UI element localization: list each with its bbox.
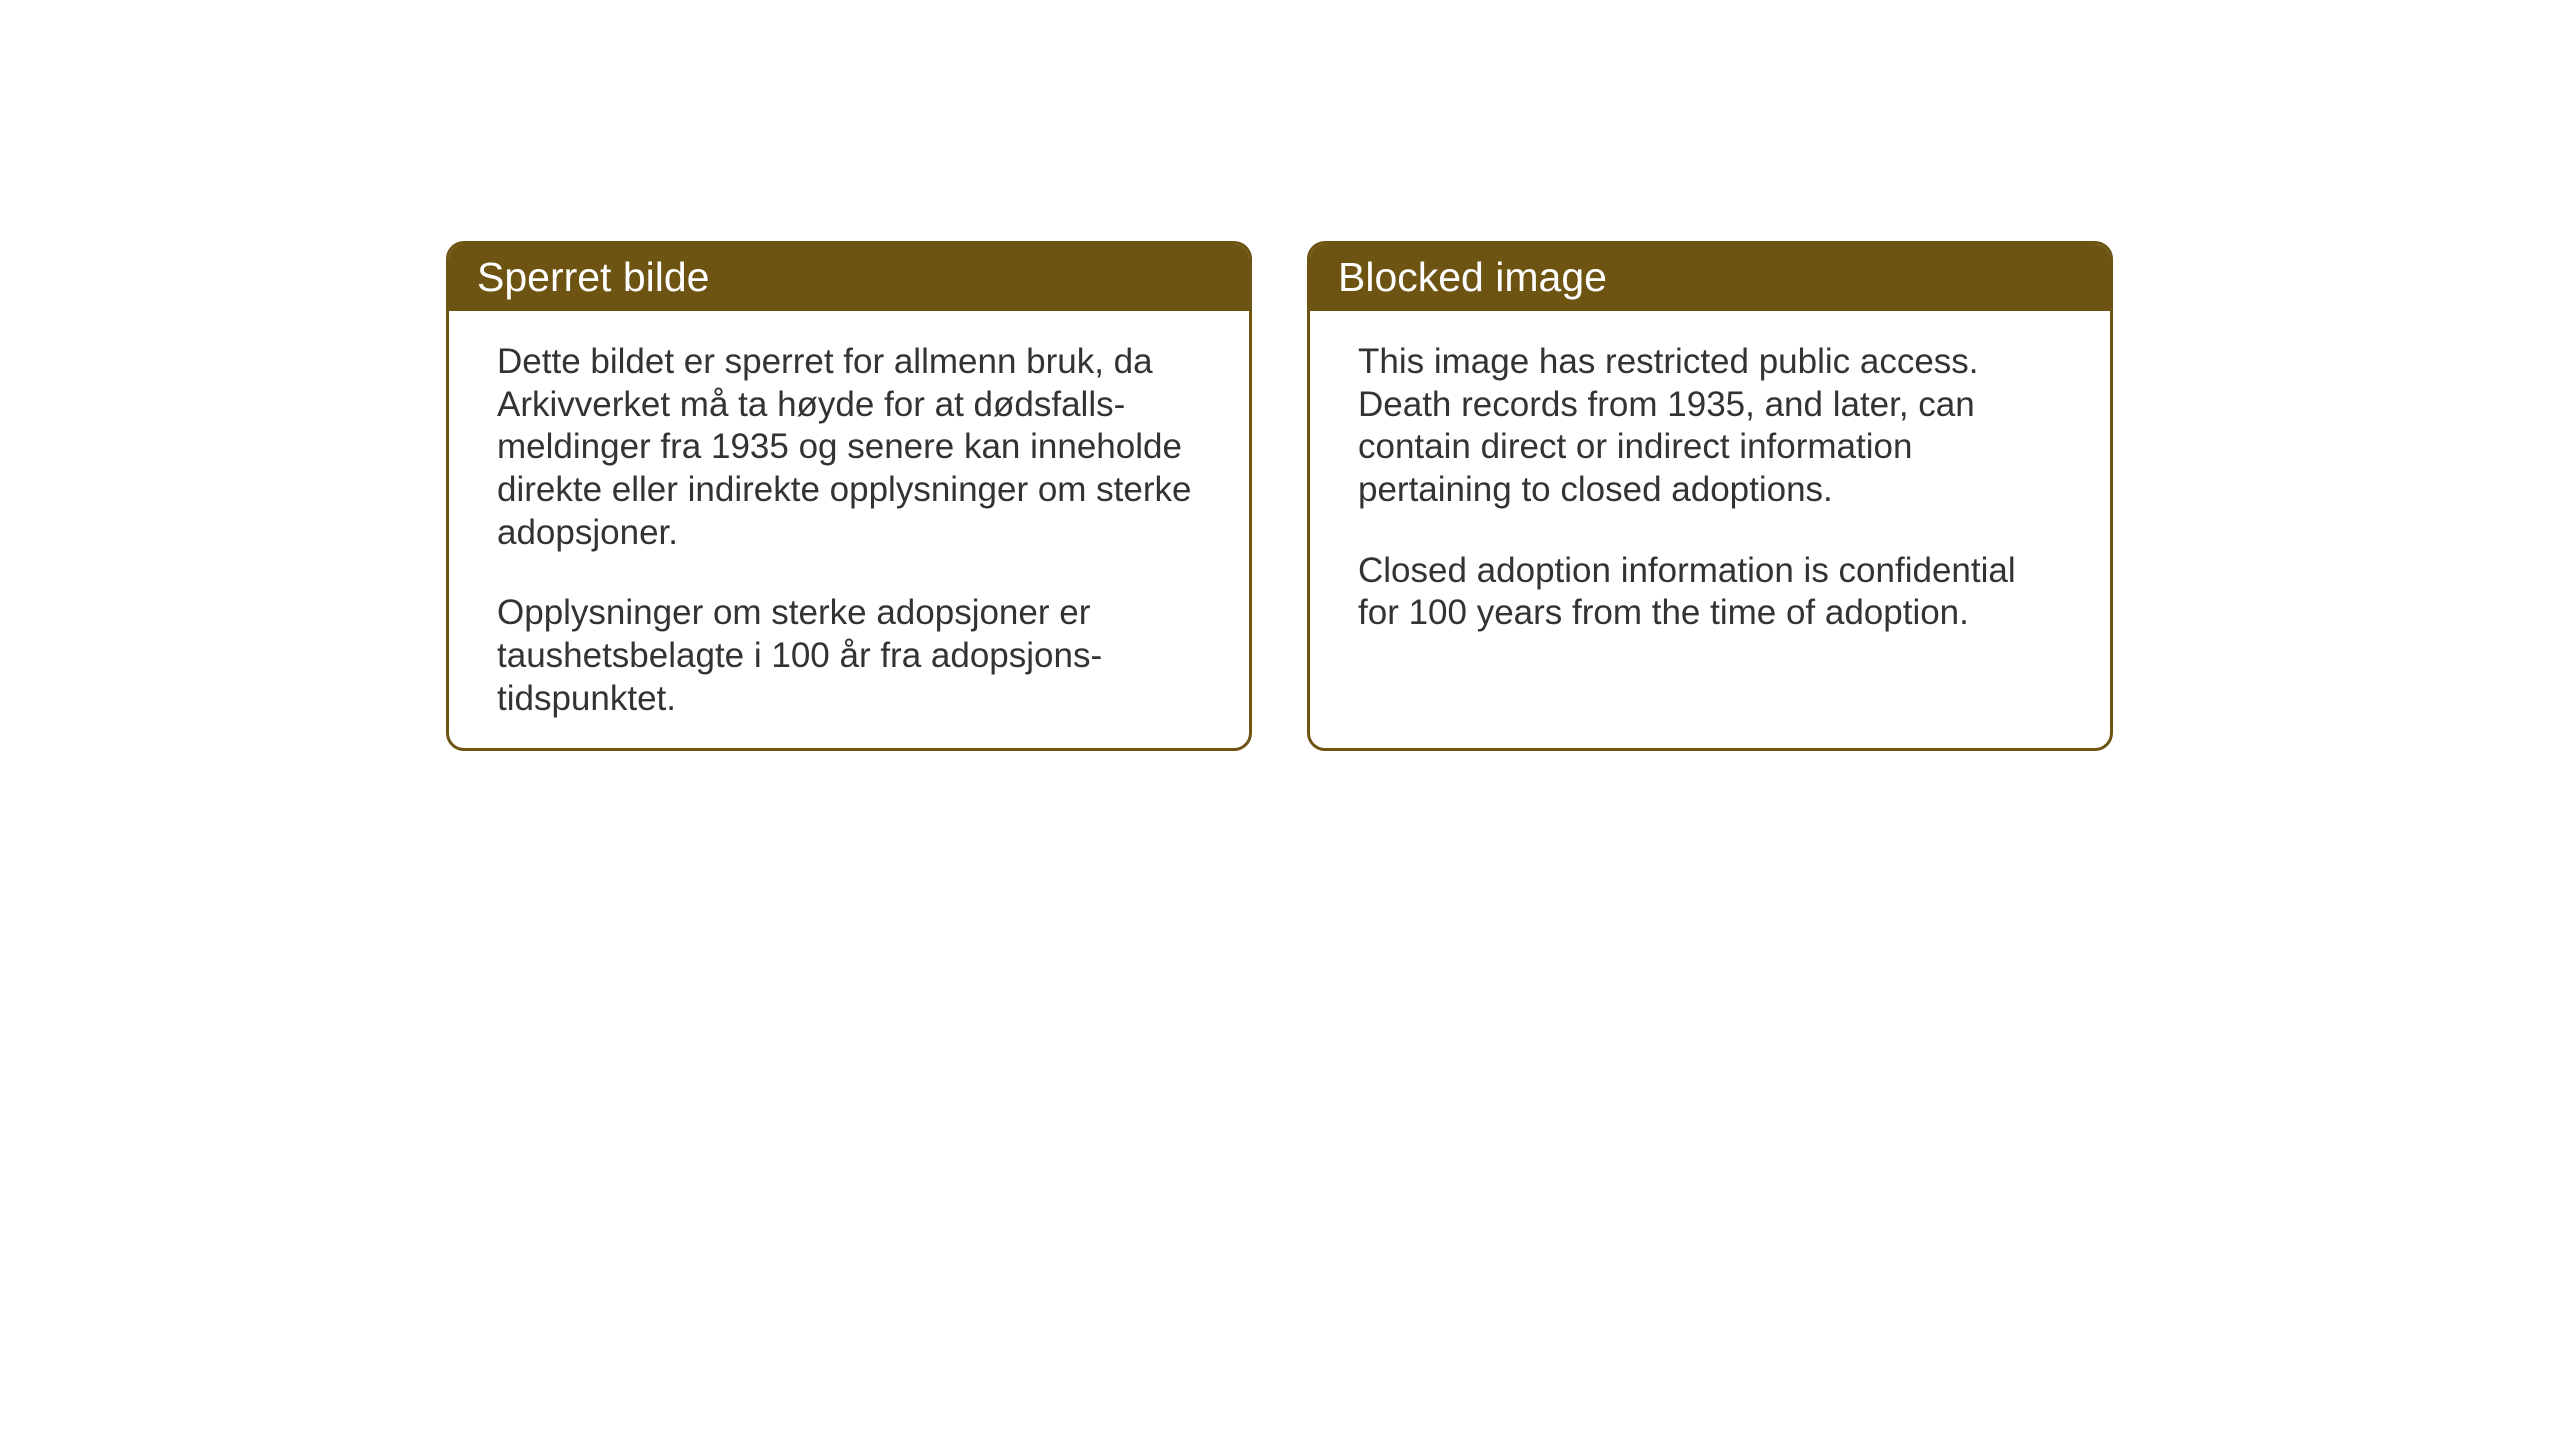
english-card-title: Blocked image (1310, 244, 2110, 311)
norwegian-notice-card: Sperret bilde Dette bildet er sperret fo… (446, 241, 1252, 751)
notice-container: Sperret bilde Dette bildet er sperret fo… (446, 241, 2113, 751)
norwegian-card-body: Dette bildet er sperret for allmenn bruk… (449, 311, 1249, 751)
norwegian-paragraph-2: Opplysninger om sterke adopsjoner er tau… (497, 592, 1201, 720)
english-paragraph-1: This image has restricted public access.… (1358, 341, 2062, 512)
english-card-body: This image has restricted public access.… (1310, 311, 2110, 665)
norwegian-card-title: Sperret bilde (449, 244, 1249, 311)
english-paragraph-2: Closed adoption information is confident… (1358, 550, 2062, 635)
norwegian-paragraph-1: Dette bildet er sperret for allmenn bruk… (497, 341, 1201, 554)
english-notice-card: Blocked image This image has restricted … (1307, 241, 2113, 751)
